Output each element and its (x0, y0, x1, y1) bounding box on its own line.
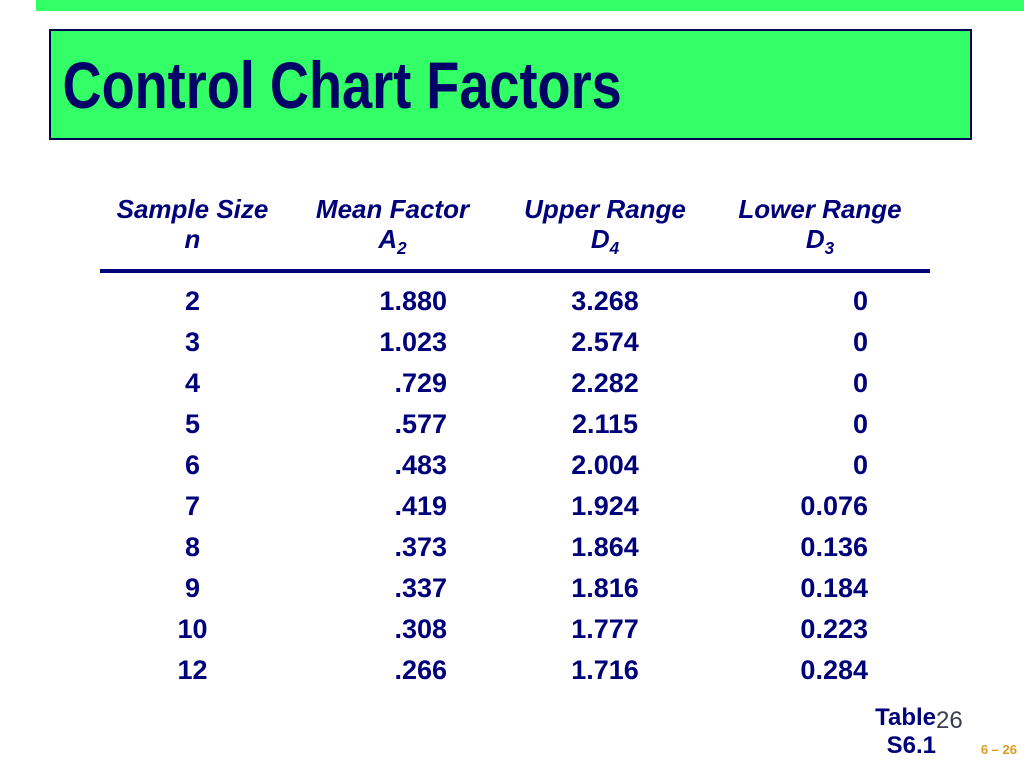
table-cell: 3 (184, 327, 201, 358)
table-cell: 0.184 (800, 573, 868, 604)
table-cell: .337 (394, 573, 447, 604)
table-cell: 1.777 (571, 614, 639, 645)
table-cell: 5 (184, 409, 201, 440)
table-row: 12 .266 1.716 0.284 (100, 650, 930, 691)
column-title: Lower Range (738, 194, 902, 224)
control-chart-factors-table: Sample Size n Mean Factor A2 Upper Range… (100, 186, 930, 691)
table-body: 2 1.880 3.268 0 3 1.023 2.574 0 4 .729 2.282 0 5 .577… (100, 271, 930, 691)
table-row: 7 .419 1.924 0.076 (100, 486, 930, 527)
table-cell: 0 (852, 409, 868, 440)
table-cell: .419 (394, 491, 447, 522)
table-cell: 0 (852, 368, 868, 399)
table-cell: 2.282 (571, 368, 639, 399)
table-cell: 1.924 (571, 491, 639, 522)
table-cell: 0.284 (800, 655, 868, 686)
title-banner: Control Chart Factors (49, 29, 972, 140)
slide-ref: 6 – 26 (980, 742, 1017, 757)
table-cell: 4 (184, 368, 201, 399)
page-number: 26 (936, 707, 963, 734)
table-cell: .373 (394, 532, 447, 563)
table-row: 2 1.880 3.268 0 (100, 271, 930, 322)
table-cell: 2.574 (571, 327, 639, 358)
column-header-mean-factor: Mean Factor A2 (285, 186, 500, 274)
column-symbol: A2 (378, 224, 407, 259)
table-cell: 10 (177, 614, 208, 645)
table-row: 3 1.023 2.574 0 (100, 322, 930, 363)
table-cell: 1.716 (571, 655, 639, 686)
table-cell: 2.004 (571, 450, 639, 481)
table-cell: 1.880 (379, 286, 447, 317)
table-cell: 3.268 (571, 286, 639, 317)
table-row: 9 .337 1.816 0.184 (100, 568, 930, 609)
table-cell: 8 (184, 532, 201, 563)
column-symbol: D4 (590, 224, 620, 259)
table-cell: .729 (394, 368, 447, 399)
table-cell: .577 (394, 409, 447, 440)
table-cell: 12 (177, 655, 208, 686)
table-cell: 2 (184, 286, 201, 317)
table-caption: Table S6.1 (875, 704, 936, 759)
title-banner-top-strip (36, 0, 1024, 11)
column-symbol: D3 (805, 224, 835, 259)
table-cell: 0 (852, 450, 868, 481)
column-header-sample-size: Sample Size n (100, 186, 285, 274)
table-cell: .483 (394, 450, 447, 481)
table-cell: 0 (852, 286, 868, 317)
table-cell: 7 (184, 491, 201, 522)
table-cell: 0.136 (800, 532, 868, 563)
table-row: 4 .729 2.282 0 (100, 363, 930, 404)
table-cell: 1.864 (571, 532, 639, 563)
table-row: 6 .483 2.004 0 (100, 445, 930, 486)
table-row: 8 .373 1.864 0.136 (100, 527, 930, 568)
table-header-row: Sample Size n Mean Factor A2 Upper Range… (100, 186, 930, 274)
table-row: 10 .308 1.777 0.223 (100, 609, 930, 650)
table-cell: 2.115 (571, 409, 639, 440)
column-title: Sample Size (116, 194, 269, 224)
column-header-upper-range: Upper Range D4 (500, 186, 710, 274)
table-cell: .266 (394, 655, 447, 686)
slide-title: Control Chart Factors (62, 47, 622, 122)
table-cell: 0 (852, 327, 868, 358)
table-row: 5 .577 2.115 0 (100, 404, 930, 445)
table-cell: 0.223 (800, 614, 868, 645)
table-cell: 1.816 (571, 573, 639, 604)
column-title: Mean Factor (315, 194, 470, 224)
column-header-lower-range: Lower Range D3 (710, 186, 930, 274)
table-header: Sample Size n Mean Factor A2 Upper Range… (100, 186, 930, 274)
table-cell: 6 (184, 450, 201, 481)
table-cell: 1.023 (379, 327, 447, 358)
table-cell: 0.076 (800, 491, 868, 522)
column-title: Upper Range (524, 194, 686, 224)
column-symbol: n (184, 224, 201, 254)
table-cell: .308 (394, 614, 447, 645)
table-cell: 9 (184, 573, 201, 604)
